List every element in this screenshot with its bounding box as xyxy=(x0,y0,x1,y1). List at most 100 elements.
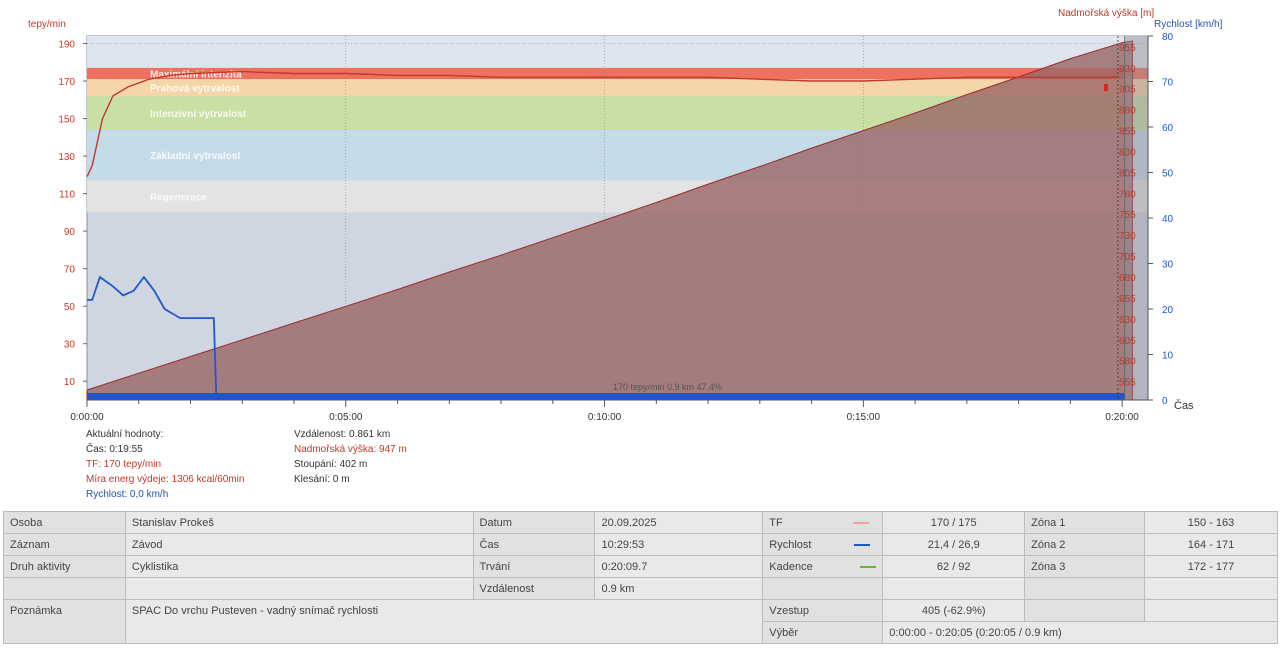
cas-value: 10:29:53 xyxy=(594,533,764,556)
zona3-label: Zóna 3 xyxy=(1024,555,1146,578)
vzestup-label: Vzestup xyxy=(762,599,884,622)
table-row: Druh aktivity Cyklistika Trvání 0:20:09.… xyxy=(3,555,1278,578)
zona3-value: 172 - 177 xyxy=(1144,555,1278,578)
vyber-value: 0:00:00 - 0:20:05 (0:20:05 / 0.9 km) xyxy=(882,621,1278,644)
altitude-tick-label: 655 xyxy=(1119,294,1136,305)
speed-legend-swatch xyxy=(854,543,871,546)
readout-ascent: Stoupání: 402 m xyxy=(294,459,368,470)
table-row: Záznam Závod Čas 10:29:53 Rychlost 21,4 … xyxy=(3,533,1278,556)
rychlost-label-text: Rychlost xyxy=(769,538,812,551)
current-marker xyxy=(1104,84,1108,91)
table-row: Poznámka SPAC Do vrchu Pusteven - vadný … xyxy=(3,599,1278,644)
hr-tick-label: 90 xyxy=(64,227,76,238)
time-tick-label: 0:00:00 xyxy=(70,412,104,423)
vyber-label: Výběr xyxy=(762,621,884,644)
hr-tick-label: 190 xyxy=(58,40,75,51)
zona1-label: Zóna 1 xyxy=(1024,511,1146,534)
datum-label: Datum xyxy=(472,511,596,534)
altitude-tick-label: 605 xyxy=(1119,336,1136,347)
zaznam-label: Záznam xyxy=(3,533,126,556)
hr-tick-label: 10 xyxy=(64,377,76,388)
kadence-label-text: Kadence xyxy=(769,560,813,573)
speed-tick-label: 0 xyxy=(1162,396,1168,407)
activity-summary-table: Osoba Stanislav Prokeš Datum 20.09.2025 … xyxy=(3,511,1278,644)
zona1-value: 150 - 163 xyxy=(1144,511,1278,534)
readout-distance: Vzdálenost: 0.861 km xyxy=(294,429,391,440)
empty-cell xyxy=(1144,577,1278,600)
altitude-tick-label: 630 xyxy=(1119,315,1136,326)
table-row: Osoba Stanislav Prokeš Datum 20.09.2025 … xyxy=(3,511,1278,534)
hr-tick-label: 130 xyxy=(58,152,75,163)
hr-zone-band xyxy=(87,67,1148,80)
speed-tick-label: 10 xyxy=(1162,351,1174,362)
hr-tick-label: 70 xyxy=(64,265,76,276)
speed-axis-title: Rychlost [km/h] xyxy=(1154,19,1223,30)
readout-time: Čas: 0:19:55 xyxy=(86,444,143,455)
hr-zone-label: Maximální intenzita xyxy=(150,70,242,81)
altitude-tick-label: 780 xyxy=(1119,189,1136,200)
altitude-tick-label: 580 xyxy=(1119,357,1136,368)
empty-cell xyxy=(882,577,1026,600)
datum-value: 20.09.2025 xyxy=(594,511,764,534)
time-tick-label: 0:10:00 xyxy=(588,412,622,423)
speed-tick-label: 40 xyxy=(1162,214,1174,225)
activity-chart[interactable]: Maximální intenzita Prahová vytrvalost Int… xyxy=(0,0,1280,510)
bottom-info-label: 170 tepy/min 0.9 km 47.4% xyxy=(613,382,722,392)
readout-hr: TF: 170 tepy/min xyxy=(86,459,162,470)
altitude-tick-label: 680 xyxy=(1119,273,1136,284)
tf-value: 170 / 175 xyxy=(882,511,1026,534)
rychlost-value: 21,4 / 26,9 xyxy=(882,533,1026,556)
time-axis-title: Čas xyxy=(1174,400,1194,412)
empty-cell xyxy=(1024,577,1146,600)
unselected-region xyxy=(1124,36,1148,400)
speed-tick-label: 60 xyxy=(1162,123,1174,134)
trvani-label: Trvání xyxy=(472,555,596,578)
altitude-tick-label: 855 xyxy=(1119,127,1136,138)
hr-zone-label: Intenzivní vytrvalost xyxy=(150,109,247,120)
altitude-tick-label: 905 xyxy=(1119,85,1136,96)
readout-heading: Aktuální hodnoty: xyxy=(86,429,164,440)
hr-zone-label: Prahová vytrvalost xyxy=(150,84,240,95)
vzdalenost-label: Vzdálenost xyxy=(472,577,596,600)
cas-label: Čas xyxy=(472,533,596,556)
time-tick-label: 0:05:00 xyxy=(329,412,363,423)
readout-altitude: Nadmořská výška: 947 m xyxy=(294,444,407,455)
zaznam-value: Závod xyxy=(124,533,474,556)
trvani-value: 0:20:09.7 xyxy=(594,555,764,578)
distance-bar xyxy=(87,393,1125,400)
hr-axis-title: tepy/min xyxy=(28,19,66,30)
readout-speed: Rychlost: 0,0 km/h xyxy=(86,489,169,500)
vzdalenost-value: 0.9 km xyxy=(594,577,764,600)
speed-tick-label: 20 xyxy=(1162,305,1174,316)
altitude-axis-title: Nadmořská výška [m] xyxy=(1058,8,1155,19)
speed-tick-label: 30 xyxy=(1162,260,1174,271)
vzestup-value: 405 (-62.9%) xyxy=(882,599,1026,622)
hr-tick-label: 30 xyxy=(64,340,76,351)
readout-energy: Míra energ výdeje: 1306 kcal/60min xyxy=(86,474,245,485)
hr-tick-label: 170 xyxy=(58,77,75,88)
kadence-value: 62 / 92 xyxy=(882,555,1026,578)
rychlost-label: Rychlost xyxy=(762,533,884,556)
altitude-tick-label: 930 xyxy=(1119,64,1136,75)
druh-value: Cyklistika xyxy=(124,555,474,578)
altitude-tick-label: 805 xyxy=(1119,168,1136,179)
speed-tick-label: 50 xyxy=(1162,169,1174,180)
altitude-tick-label: 555 xyxy=(1119,378,1136,389)
kadence-label: Kadence xyxy=(762,555,884,578)
altitude-tick-label: 830 xyxy=(1119,147,1136,158)
hr-tick-label: 110 xyxy=(59,190,75,201)
hr-tick-label: 150 xyxy=(58,115,75,126)
tf-legend-swatch xyxy=(852,521,869,524)
altitude-tick-label: 730 xyxy=(1119,231,1136,242)
readout-descent: Klesání: 0 m xyxy=(294,474,350,485)
hr-zone-label: Regenerace xyxy=(150,192,207,203)
hr-line xyxy=(86,70,1117,177)
plot-top-region xyxy=(87,36,1148,68)
druh-label: Druh aktivity xyxy=(3,555,126,578)
empty-cell xyxy=(3,577,126,600)
osoba-value: Stanislav Prokeš xyxy=(124,511,474,534)
altitude-tick-label: 955 xyxy=(1119,43,1136,54)
time-tick-label: 0:20:00 xyxy=(1105,412,1139,423)
altitude-tick-label: 705 xyxy=(1119,252,1136,263)
osoba-label: Osoba xyxy=(3,511,126,534)
